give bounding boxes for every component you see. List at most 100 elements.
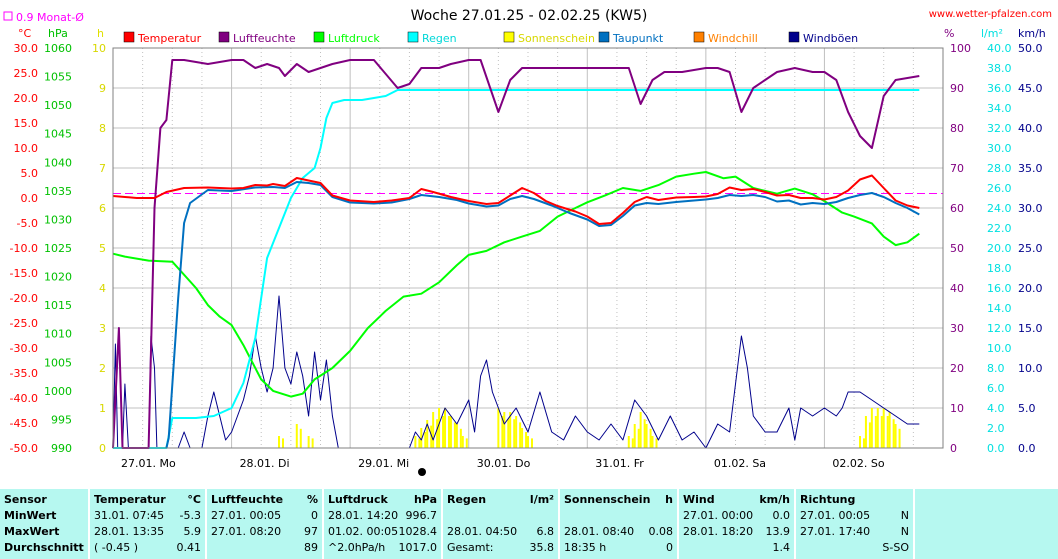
windgust-line xyxy=(112,295,920,449)
rain-tick-label: 12.0 xyxy=(987,322,1012,335)
rain-max-time: 28.01. 04:50 xyxy=(447,525,518,538)
temp-tick-label: -15.0 xyxy=(10,267,38,280)
dewpoint-line xyxy=(165,181,920,449)
rain-tick-label: 6.0 xyxy=(987,382,1005,395)
rain-tick-label: 18.0 xyxy=(987,262,1012,275)
dir-max-time: 27.01. 17:40 xyxy=(800,525,871,538)
rain-tick-label: 40.0 xyxy=(987,42,1012,55)
monthly-avg-label: 0.9 Monat-Ø xyxy=(16,11,84,24)
wind-tick-label: 5.0 xyxy=(1018,402,1036,415)
press-tick-label: 1050 xyxy=(44,99,72,112)
wind-tick-label: 10.0 xyxy=(1018,362,1043,375)
legend-temperature-swatch xyxy=(123,31,135,43)
wind-tick-label: 20.0 xyxy=(1018,282,1043,295)
temp-max-time: 28.01. 13:35 xyxy=(94,525,165,538)
col-pressure: Luftdruck hPa 28.01. 14:20 996.7 01.02. 00… xyxy=(324,489,441,559)
press-tick-label: 1040 xyxy=(44,156,72,169)
temp-tick-label: 20.0 xyxy=(14,92,39,105)
hum-tick-label: 50 xyxy=(950,242,964,255)
rain-tick-label: 0.0 xyxy=(987,442,1005,455)
legend-windchill-swatch xyxy=(693,31,705,43)
rain-tick-label: 22.0 xyxy=(987,222,1012,235)
press-tick-label: 995 xyxy=(51,413,72,426)
rain-max-value: 6.8 xyxy=(536,525,555,538)
temp-tick-label: 10.0 xyxy=(14,142,39,155)
rain-tick-label: 14.0 xyxy=(987,302,1012,315)
header-wind-unit: km/h xyxy=(759,493,790,506)
header-rain-unit: l/m² xyxy=(529,493,554,506)
dir-max-value: N xyxy=(900,525,909,538)
press-tick-label: 1025 xyxy=(44,242,72,255)
grid xyxy=(112,47,944,449)
x-tick-label: 28.01. Di xyxy=(240,457,290,470)
press-tick-label: 1020 xyxy=(44,271,72,284)
col-sunshine: Sonnenschein h 28.01. 08:40 0.08 18:35 h 0 xyxy=(560,489,677,559)
col-wind: Wind km/h 27.01. 00:00 0.0 28.01. 18:20 13.… xyxy=(679,489,794,559)
x-tick-label: 01.02. Sa xyxy=(714,457,766,470)
sun-tick-label: 2 xyxy=(99,362,106,375)
header-hum: Luftfeuchte xyxy=(211,493,284,506)
hum-tick-label: 90 xyxy=(950,82,964,95)
legend-humidity-swatch xyxy=(218,31,230,43)
rain-total-value: 35.8 xyxy=(529,541,555,554)
press-tick-label: 1045 xyxy=(44,128,72,141)
temp-tick-label: -10.0 xyxy=(10,242,38,255)
temp-tick-label: -40.0 xyxy=(10,392,38,405)
sun-avg-value: 0 xyxy=(666,541,673,554)
temp-tick-label: 15.0 xyxy=(14,117,39,130)
wind-tick-label: 45.0 xyxy=(1018,82,1043,95)
legend-windgust: Windböen xyxy=(803,32,858,45)
monthly-avg-swatch xyxy=(3,11,13,21)
rain-tick-label: 32.0 xyxy=(987,122,1012,135)
hum-tick-label: 60 xyxy=(950,202,964,215)
unit-rain: l/m² xyxy=(981,27,1003,40)
legend-dewpoint-swatch xyxy=(598,31,610,43)
press-tick-label: 1005 xyxy=(44,356,72,369)
sun-tick-label: 10 xyxy=(92,42,106,55)
x-tick-label: 30.01. Do xyxy=(477,457,531,470)
legend-pressure-swatch xyxy=(313,31,325,43)
header-press-unit: hPa xyxy=(413,493,437,506)
sun-tick-label: 6 xyxy=(99,202,106,215)
hum-tick-label: 0 xyxy=(950,442,957,455)
sun-tick-label: 4 xyxy=(99,282,106,295)
press-min-time: 28.01. 14:20 xyxy=(328,509,399,522)
plot-frame xyxy=(112,47,944,449)
legend-rain: Regen xyxy=(422,32,457,45)
axis-ticks: 30.025.020.015.010.05.00.0-5.0-10.0-15.0… xyxy=(10,42,1043,455)
legend-windchill: Windchill xyxy=(708,32,758,45)
temp-tick-label: 30.0 xyxy=(14,42,39,55)
rain-tick-label: 20.0 xyxy=(987,242,1012,255)
press-tick-label: 990 xyxy=(51,442,72,455)
unit-sun: h xyxy=(97,27,104,40)
legend-pressure: Luftdruck xyxy=(328,32,380,45)
legend-humidity: Luftfeuchte xyxy=(233,32,296,45)
x-tick-label: 29.01. Mi xyxy=(358,457,409,470)
col-humidity: Luftfeuchte% 27.01. 00:05 0 27.01. 08:20 9… xyxy=(207,489,322,559)
sun-tick-label: 8 xyxy=(99,122,106,135)
wind-min-time: 27.01. 00:00 xyxy=(683,509,754,522)
temp-tick-label: -35.0 xyxy=(10,367,38,380)
col-temperature: Temperatur °C 31.01. 07:45 -5.3 28.01. 13:… xyxy=(90,489,205,559)
sun-tick-label: 5 xyxy=(99,242,106,255)
dir-min-value: N xyxy=(900,509,909,522)
temp-tick-label: 25.0 xyxy=(14,67,39,80)
sun-tick-label: 1 xyxy=(99,402,106,415)
temp-tick-label: -50.0 xyxy=(10,442,38,455)
hum-tick-label: 100 xyxy=(950,42,971,55)
press-max-value: 1028.4 xyxy=(398,525,438,538)
rain-tick-label: 38.0 xyxy=(987,62,1012,75)
rain-tick-label: 30.0 xyxy=(987,142,1012,155)
press-trend: ^2.0hPa/h xyxy=(328,541,386,554)
hum-tick-label: 70 xyxy=(950,162,964,175)
source-url[interactable]: www.wetter-pfalzen.com xyxy=(929,9,1052,20)
unit-temp: °C xyxy=(18,27,32,40)
hum-tick-label: 80 xyxy=(950,122,964,135)
legend-temperature: Temperatur xyxy=(137,32,202,45)
legend-dewpoint: Taupunkt xyxy=(612,32,664,45)
temp-tick-label: 0.0 xyxy=(21,192,39,205)
now-marker xyxy=(418,468,426,476)
rain-tick-label: 28.0 xyxy=(987,162,1012,175)
col-sensor: Sensor MinWert MaxWert Durchschnitt xyxy=(0,489,88,559)
temp-min-value: -5.3 xyxy=(179,509,201,522)
